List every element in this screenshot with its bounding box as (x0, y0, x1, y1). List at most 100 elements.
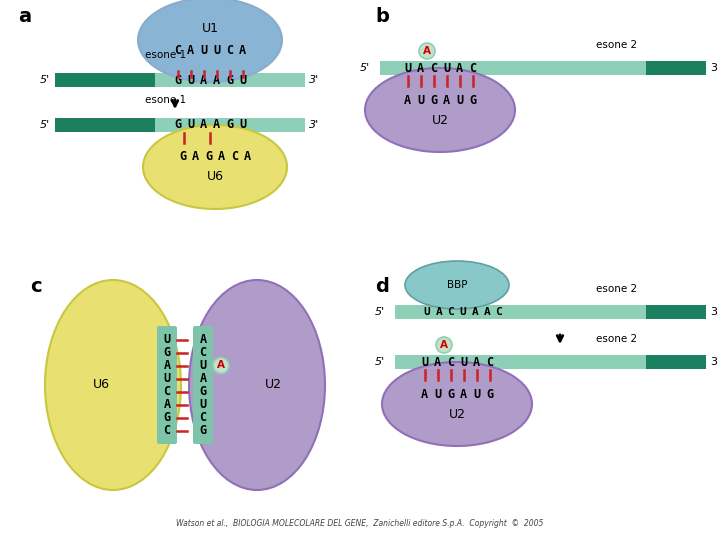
Text: C: C (199, 411, 207, 424)
Text: A: A (417, 62, 424, 75)
Bar (155, 73, 305, 87)
Text: C: C (163, 385, 171, 398)
Text: A: A (484, 307, 490, 317)
Text: 3': 3' (309, 75, 319, 85)
Text: U2: U2 (449, 408, 466, 421)
Text: A: A (217, 361, 225, 370)
Ellipse shape (405, 261, 509, 309)
Text: U: U (199, 398, 207, 411)
Ellipse shape (138, 0, 282, 82)
Text: C: C (469, 62, 476, 75)
Text: U6: U6 (207, 171, 223, 184)
Text: G: G (226, 118, 233, 132)
Text: U: U (456, 93, 463, 106)
Text: A: A (213, 118, 220, 132)
Text: G: G (469, 93, 476, 106)
Text: A: A (239, 44, 246, 57)
Ellipse shape (382, 362, 532, 446)
Text: C: C (495, 307, 503, 317)
Text: 3: 3 (710, 357, 717, 367)
Text: A: A (436, 307, 442, 317)
Text: G: G (163, 411, 171, 424)
Text: esone 1: esone 1 (145, 50, 186, 60)
Bar (395, 355, 646, 369)
Ellipse shape (45, 280, 181, 490)
Text: A: A (244, 151, 251, 164)
Text: A: A (423, 46, 431, 56)
Ellipse shape (436, 337, 452, 353)
Text: 5': 5' (375, 307, 385, 317)
Text: G: G (447, 388, 454, 401)
Text: C: C (430, 62, 437, 75)
Text: A: A (404, 93, 411, 106)
Text: U: U (417, 93, 424, 106)
Text: G: G (179, 151, 186, 164)
Text: esone 2: esone 2 (596, 40, 637, 50)
Text: U: U (187, 73, 194, 86)
Text: esone 1: esone 1 (145, 95, 186, 105)
Text: A: A (456, 62, 463, 75)
Text: A: A (473, 355, 480, 368)
Text: U: U (459, 307, 467, 317)
Text: 5': 5' (375, 357, 385, 367)
Text: 3': 3' (309, 120, 319, 130)
Text: U2: U2 (431, 113, 449, 126)
Text: U: U (460, 355, 467, 368)
Text: U: U (163, 333, 171, 346)
Text: A: A (199, 372, 207, 385)
Text: BBP: BBP (446, 280, 467, 290)
Text: U: U (473, 388, 480, 401)
Text: 5': 5' (40, 75, 50, 85)
Bar (155, 118, 305, 132)
Text: b: b (375, 7, 389, 26)
Text: A: A (163, 359, 171, 372)
Text: G: G (174, 73, 181, 86)
Text: A: A (199, 333, 207, 346)
Ellipse shape (213, 357, 229, 374)
Bar (646, 355, 706, 369)
Text: c: c (30, 277, 42, 296)
Text: U: U (187, 118, 194, 132)
Text: Watson et al.,  BIOLOGIA MOLECOLARE DEL GENE,  Zanichelli editore S.p.A.  Copyri: Watson et al., BIOLOGIA MOLECOLARE DEL G… (176, 519, 544, 528)
Text: esone 2: esone 2 (596, 284, 637, 294)
Text: 5': 5' (40, 120, 50, 130)
Text: C: C (163, 424, 171, 437)
Text: A: A (200, 73, 207, 86)
Text: U: U (239, 118, 246, 132)
Bar (55, 118, 155, 132)
Text: A: A (434, 355, 441, 368)
Ellipse shape (365, 68, 515, 152)
Text: d: d (375, 277, 389, 296)
Text: C: C (486, 355, 493, 368)
Text: a: a (18, 7, 31, 26)
Text: C: C (231, 151, 238, 164)
Text: U: U (200, 44, 207, 57)
Text: G: G (430, 93, 437, 106)
Text: U: U (163, 372, 171, 385)
Ellipse shape (419, 43, 435, 59)
Text: A: A (187, 44, 194, 57)
Ellipse shape (143, 125, 287, 209)
Text: C: C (174, 44, 181, 57)
Text: A: A (421, 388, 428, 401)
Text: C: C (199, 346, 207, 359)
Text: G: G (486, 388, 493, 401)
Text: 3: 3 (710, 307, 717, 317)
Text: A: A (440, 340, 448, 350)
Text: G: G (199, 424, 207, 437)
Text: U1: U1 (202, 22, 218, 35)
Text: A: A (192, 151, 199, 164)
Text: C: C (226, 44, 233, 57)
Bar (380, 61, 646, 75)
Text: A: A (443, 93, 450, 106)
Bar (646, 61, 706, 75)
Text: esone 2: esone 2 (596, 334, 637, 344)
Text: G: G (205, 151, 212, 164)
Text: C: C (448, 307, 454, 317)
Text: 3: 3 (710, 63, 717, 73)
Text: 5': 5' (360, 63, 370, 73)
Text: A: A (472, 307, 478, 317)
Text: G: G (199, 385, 207, 398)
Text: G: G (174, 118, 181, 132)
Text: A: A (163, 398, 171, 411)
